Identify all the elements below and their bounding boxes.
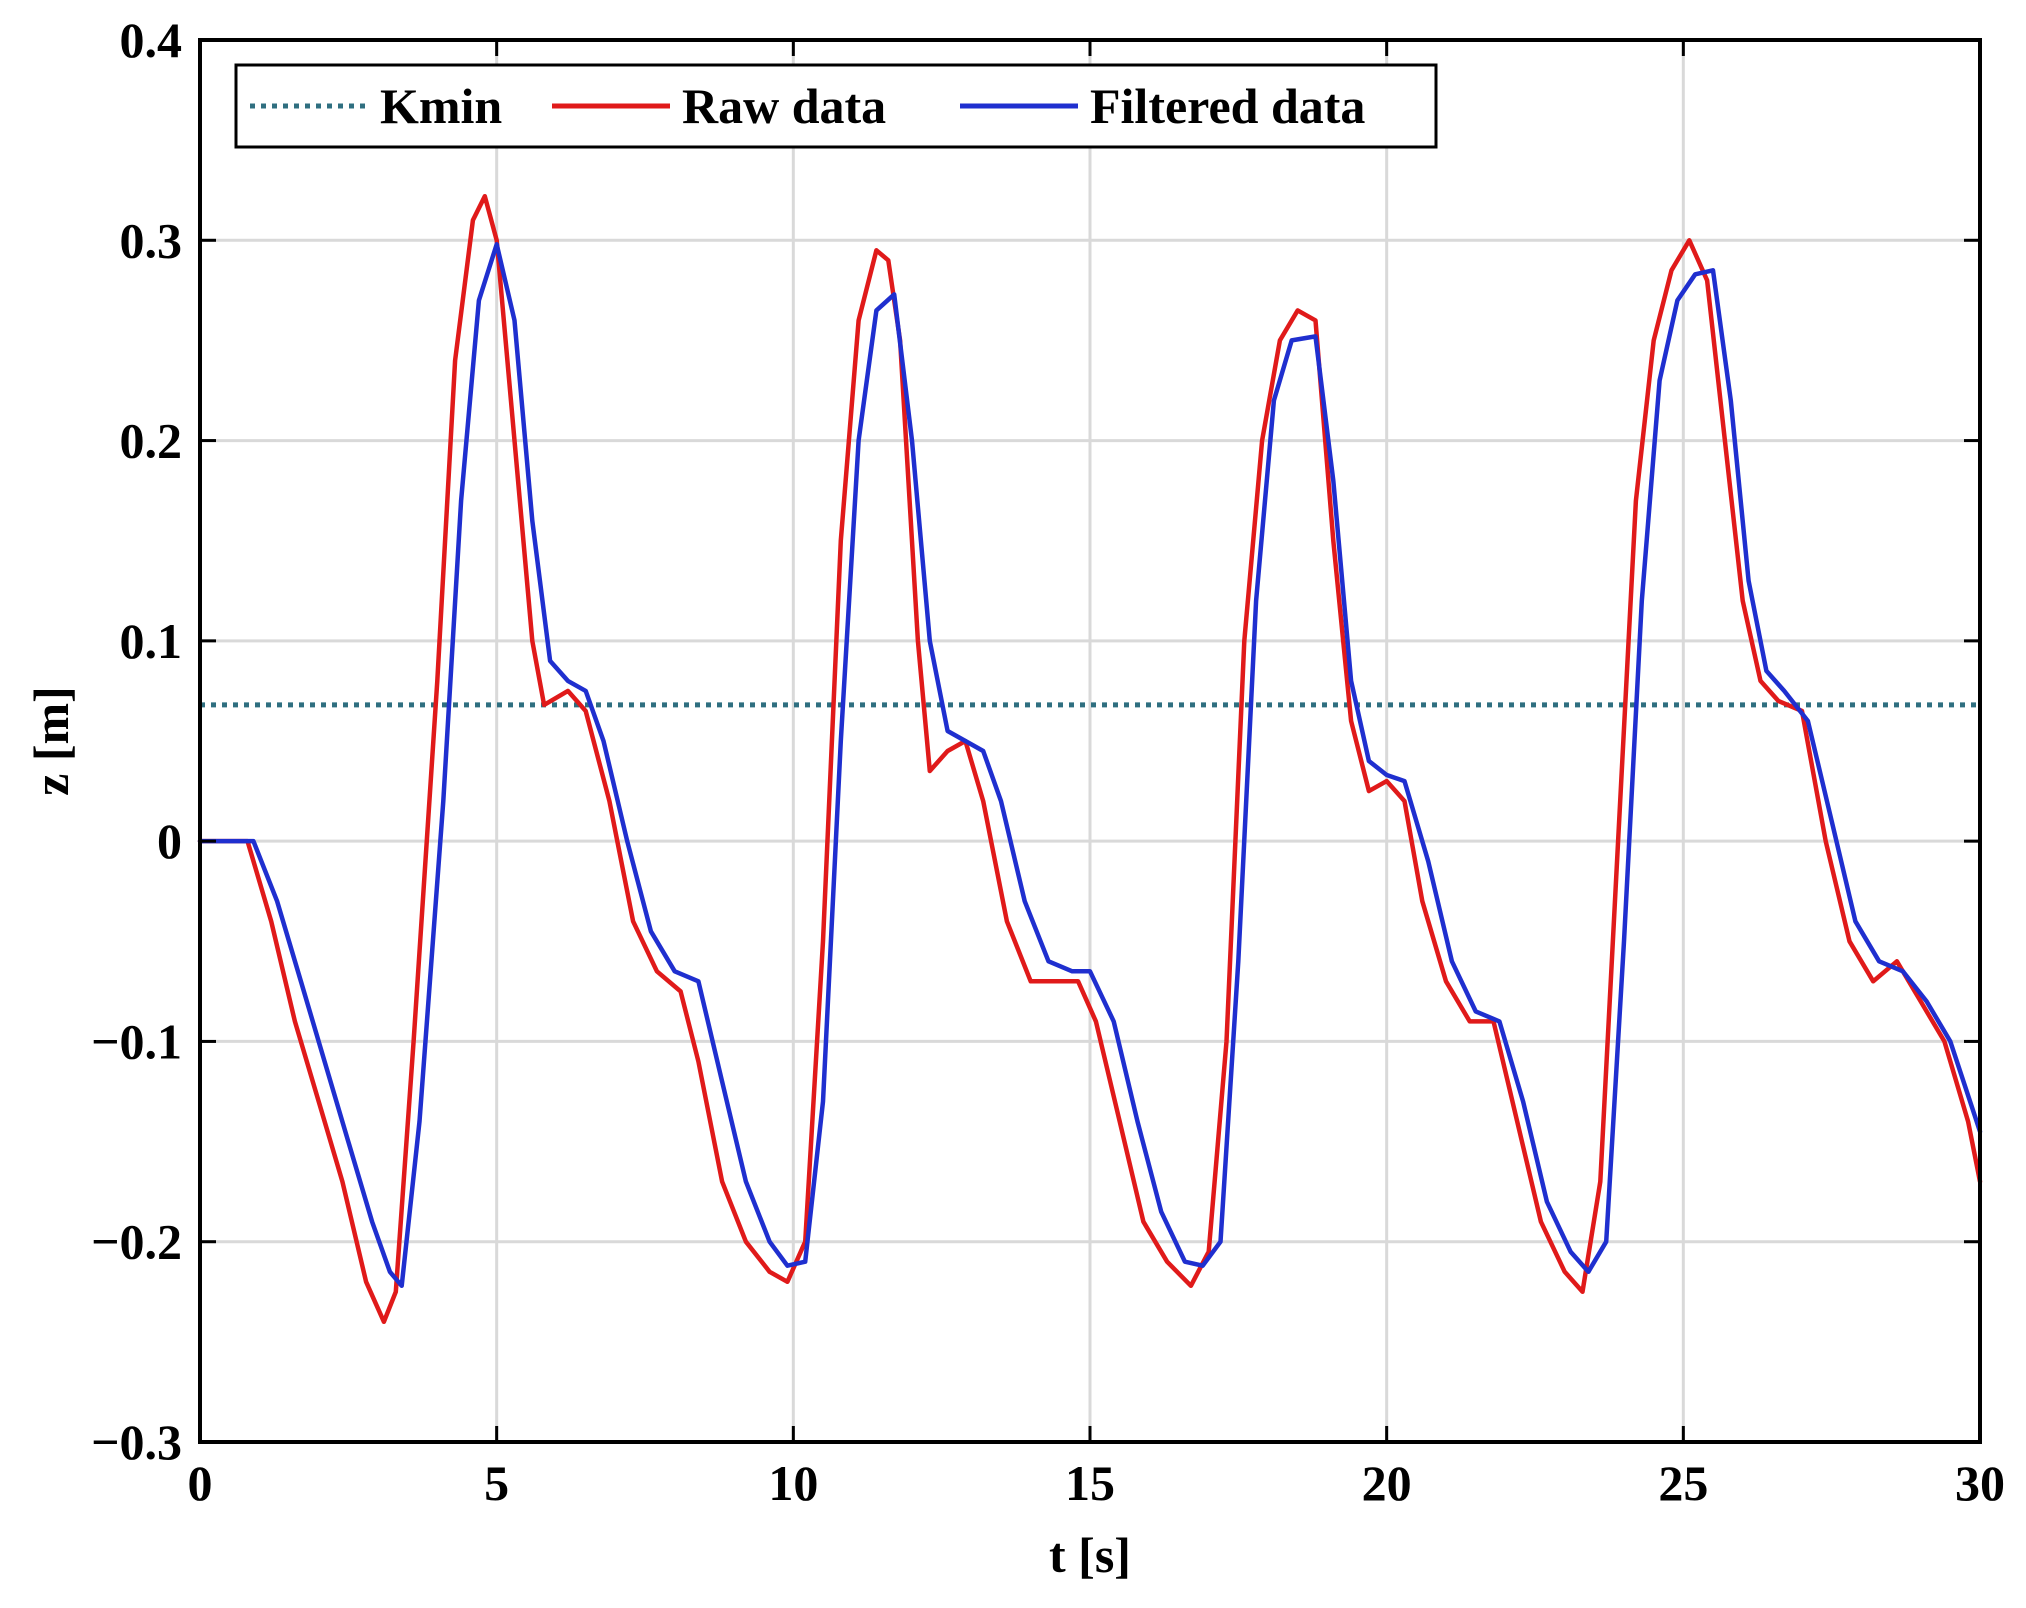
y-tick-label: 0.1 xyxy=(120,613,183,669)
x-tick-label: 5 xyxy=(484,1455,509,1511)
x-tick-label: 10 xyxy=(768,1455,818,1511)
axis-ticks: 0 5 10 15 20 25 30 −0.3 −0.2 −0.1 0 0.1 0.2 0.3 0.4 xyxy=(91,12,2005,1511)
x-axis-label: t [s] xyxy=(1049,1527,1131,1583)
legend-label-filtered-data: Filtered data xyxy=(1090,78,1365,134)
series-line-filtered-data xyxy=(197,242,1983,1289)
y-tick-label: 0.2 xyxy=(120,413,183,469)
y-tick-label: −0.1 xyxy=(91,1013,182,1069)
y-tick-label: 0.3 xyxy=(120,212,183,268)
y-tick-label: −0.2 xyxy=(91,1214,182,1270)
series-line-raw-data xyxy=(197,193,1983,1325)
y-axis-label: z [m] xyxy=(23,686,79,796)
grid xyxy=(198,38,1982,1444)
legend-label-kmin: Kmin xyxy=(380,78,502,134)
x-tick-label: 30 xyxy=(1955,1455,2005,1511)
plot-series xyxy=(197,193,1983,1325)
legend: Kmin Raw data Filtered data xyxy=(234,63,1438,149)
legend-label-raw-data: Raw data xyxy=(682,78,886,134)
y-tick-label: −0.3 xyxy=(91,1414,182,1470)
legend-box xyxy=(234,63,1438,149)
y-tick-label: 0.4 xyxy=(120,12,183,68)
x-tick-label: 25 xyxy=(1658,1455,1708,1511)
x-tick-label: 20 xyxy=(1362,1455,1412,1511)
x-tick-label: 15 xyxy=(1065,1455,1115,1511)
y-tick-label: 0 xyxy=(157,813,182,869)
x-tick-label: 0 xyxy=(188,1455,213,1511)
